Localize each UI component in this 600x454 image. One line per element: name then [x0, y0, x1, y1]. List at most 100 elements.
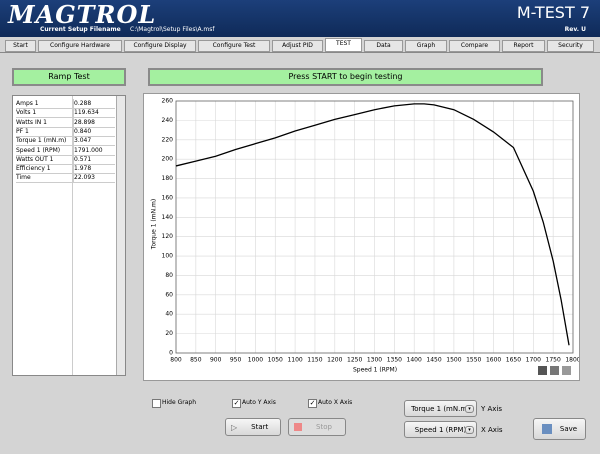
tab[interactable]: Report	[502, 40, 545, 52]
x-tick-label: 1600	[486, 357, 501, 364]
checkbox-label: Hide Graph	[162, 399, 196, 406]
y-tick-label: 220	[162, 136, 174, 143]
column-divider	[72, 96, 73, 375]
y-tick-label: 160	[162, 194, 174, 201]
checkbox[interactable]: ✓	[232, 399, 241, 408]
y-tick-label: 200	[162, 156, 174, 163]
save-icon	[541, 424, 552, 434]
reading-value: 0.571	[74, 155, 115, 165]
x-tick-label: 1450	[426, 357, 441, 364]
stop-label: Stop	[316, 423, 332, 431]
y-axis-dropdown[interactable]: ▾	[465, 405, 474, 413]
y-tick-label: 100	[162, 253, 174, 260]
checkbox[interactable]: ✓	[308, 399, 317, 408]
checkbox-label: Auto X Axis	[318, 399, 353, 406]
tab-underline	[0, 52, 600, 53]
y-axis-label: Y Axis	[481, 405, 503, 413]
y-tick-label: 40	[165, 311, 173, 318]
x-tick-label: 1100	[287, 357, 302, 364]
reading-name: Watts IN 1	[16, 117, 74, 128]
reading-value: 0.288	[74, 99, 115, 109]
cursor-tool[interactable]	[538, 366, 547, 375]
reading-name: Time	[16, 173, 74, 184]
header: MAGTROL Current Setup Filename C:\Magtro…	[0, 0, 600, 37]
logo: MAGTROL	[8, 0, 157, 29]
x-tick-label: 1000	[248, 357, 263, 364]
x-tick-label: 1150	[307, 357, 322, 364]
pan-tool[interactable]	[562, 366, 571, 375]
tab[interactable]: Security	[547, 40, 594, 52]
tab[interactable]: Start	[5, 40, 36, 52]
y-tick-label: 240	[162, 117, 174, 124]
y-axis-selection: Torque 1 (mN.m)	[411, 404, 470, 413]
y-tick-label: 120	[162, 233, 174, 240]
readings-table: Amps 1 0.288 Volts 1 119.634 Watts IN 1 28.89…	[12, 95, 126, 376]
reading-name: Watts OUT 1	[16, 154, 74, 165]
save-label: Save	[559, 425, 578, 433]
checkbox[interactable]	[152, 399, 161, 408]
tab[interactable]: TEST	[325, 38, 362, 52]
reading-name: Efficiency 1	[16, 164, 74, 175]
y-axis-select[interactable]: Torque 1 (mN.m)	[404, 400, 477, 417]
reading-value: 22.093	[74, 173, 115, 184]
x-tick-label: 1350	[387, 357, 402, 364]
tab[interactable]: Configure Test	[198, 40, 270, 52]
reading-value: 119.634	[74, 108, 115, 119]
mode-indicator: Ramp Test	[12, 68, 126, 86]
x-axis-selection: Speed 1 (RPM)	[414, 425, 467, 434]
reading-name: Amps 1	[16, 99, 74, 109]
x-tick-label: 1550	[466, 357, 481, 364]
x-tick-label: 1650	[506, 357, 521, 364]
x-tick-label: 1700	[526, 357, 541, 364]
x-axis-select[interactable]: Speed 1 (RPM)	[404, 421, 477, 438]
x-tick-label: 950	[230, 357, 242, 364]
x-tick-label: 1750	[546, 357, 561, 364]
x-tick-label: 800	[170, 357, 182, 364]
x-axis-label: X Axis	[481, 426, 503, 434]
y-axis-title: Torque 1 (mN.m)	[151, 199, 158, 250]
scrollbar[interactable]	[116, 96, 125, 375]
x-axis-title: Speed 1 (RPM)	[353, 367, 397, 374]
zoom-tool[interactable]	[550, 366, 559, 375]
reading-name: Torque 1 (mN.m)	[16, 136, 74, 147]
product-name: M-TEST 7	[516, 3, 590, 22]
y-tick-label: 140	[162, 214, 174, 221]
x-tick-label: 1400	[407, 357, 422, 364]
tab[interactable]: Configure Display	[124, 40, 196, 52]
revision: Rev. U	[564, 26, 586, 33]
y-tick-label: 180	[162, 175, 174, 182]
reading-value: 1.978	[74, 164, 115, 175]
x-tick-label: 1200	[327, 357, 342, 364]
tab[interactable]: Configure Hardware	[38, 40, 122, 52]
filename-label: Current Setup Filename	[40, 26, 121, 33]
save-button[interactable]: Save	[533, 418, 586, 440]
tab[interactable]: Adjust PID	[272, 40, 323, 52]
reading-value: 1791.000	[74, 146, 115, 156]
reading-value: 3.047	[74, 136, 115, 147]
start-label: Start	[251, 423, 269, 431]
x-axis-dropdown[interactable]: ▾	[465, 426, 474, 434]
reading-value: 28.898	[74, 118, 115, 128]
reading-name: Volts 1	[16, 108, 74, 119]
data-line	[175, 103, 570, 346]
tab[interactable]: Data	[364, 40, 403, 52]
stop-button[interactable]: Stop	[288, 418, 346, 436]
tab[interactable]: Graph	[405, 40, 447, 52]
play-icon: ▷	[231, 422, 238, 432]
y-tick-label: 260	[162, 98, 174, 105]
graph-panel: Torque 1 (mN.m) Speed 1 (RPM) 0 20 40 60 80 1…	[143, 93, 581, 381]
plot-frame	[175, 100, 574, 354]
chart: Torque 1 (mN.m) Speed 1 (RPM) 0 20 40 60 80 1…	[151, 98, 581, 375]
y-tick-label: 20	[165, 330, 173, 337]
y-tick-label: 60	[165, 291, 173, 298]
x-tick-label: 1050	[268, 357, 283, 364]
x-tick-label: 900	[210, 357, 222, 364]
y-tick-label: 0	[169, 350, 173, 357]
x-tick-label: 1250	[347, 357, 362, 364]
stop-icon	[294, 423, 302, 431]
start-button[interactable]: ▷ Start	[225, 418, 281, 436]
filename: C:\Magtrol\Setup Files\A.msf	[130, 26, 215, 33]
tab[interactable]: Compare	[449, 40, 500, 52]
x-tick-label: 850	[190, 357, 202, 364]
